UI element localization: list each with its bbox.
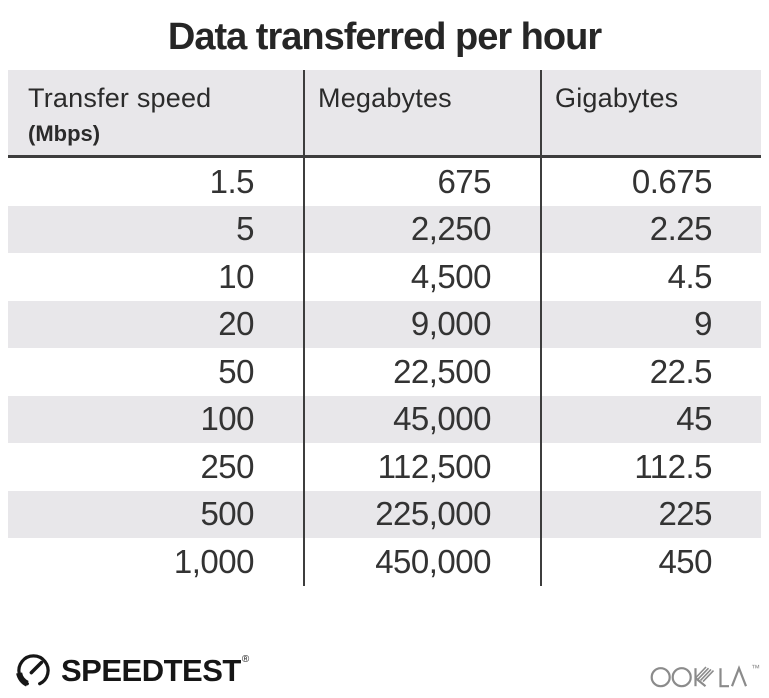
table-cell: 20	[218, 305, 254, 343]
table-cell: 112.5	[540, 443, 761, 491]
table-cell: 1,000	[173, 542, 255, 580]
table-row: 250 112,500 112.5	[8, 443, 761, 491]
data-table: Transfer speed (Mbps) Megabytes Gigabyte…	[8, 70, 761, 586]
speedtest-logo: SPEEDTEST ®	[15, 652, 249, 689]
table-cell: 225	[540, 490, 761, 538]
table-body: 1.5 675 0.675 5 2,250 2.25 10 4,500 4.5 20 9,000 9 5…	[8, 158, 761, 586]
table-cell: 225,000	[303, 490, 540, 538]
table-cell: 22,500	[303, 348, 540, 396]
ookla-logo: ™ OOKLA	[650, 662, 760, 692]
table-row: 100 45,000 45	[8, 395, 761, 443]
table-cell: 4.5	[540, 253, 761, 301]
table-cell: 250	[200, 447, 254, 485]
page-title: Data transferred per hour	[167, 16, 602, 58]
header-label: Megabytes	[318, 83, 452, 113]
speedtest-gauge-icon	[16, 654, 50, 687]
header-cell-megabytes: Megabytes	[303, 70, 540, 155]
table-row: 20 9,000 9	[8, 300, 761, 348]
table-row: 1,000 450,000 450	[8, 538, 761, 586]
table-cell: 45	[540, 395, 761, 443]
table-cell: 22.5	[540, 348, 761, 396]
table-cell: 100	[200, 400, 254, 438]
ookla-wordmark-icon	[650, 665, 748, 688]
table-cell: 5	[236, 210, 254, 248]
header-cell-transfer-speed: Transfer speed (Mbps)	[8, 70, 303, 155]
table-row: 50 22,500 22.5	[8, 348, 761, 396]
table-cell: 112,500	[303, 443, 540, 491]
table-cell: 50	[218, 352, 254, 390]
table-row: 1.5 675 0.675	[8, 158, 761, 206]
table-cell: 0.675	[540, 158, 761, 206]
header-label: Transfer speed	[28, 83, 212, 113]
speedtest-registered-mark: ®	[241, 654, 250, 665]
footer: SPEEDTEST ®	[0, 640, 769, 698]
ookla-trademark-mark: ™	[751, 663, 760, 673]
header-label: Gigabytes	[555, 83, 679, 113]
table-row: 10 4,500 4.5	[8, 253, 761, 301]
table-row: 500 225,000 225	[8, 490, 761, 538]
table-cell: 9	[540, 300, 761, 348]
table-cell: 9,000	[303, 300, 540, 348]
table-row: 5 2,250 2.25	[8, 205, 761, 253]
table-cell: 450	[540, 538, 761, 586]
table-cell: 10	[218, 257, 254, 295]
table-cell: 2,250	[303, 205, 540, 253]
table-cell: 675	[303, 158, 540, 206]
speedtest-wordmark: SPEEDTEST	[61, 652, 241, 688]
table-header-row: Transfer speed (Mbps) Megabytes Gigabyte…	[8, 70, 761, 158]
table-cell: 500	[200, 495, 254, 533]
header-sublabel: (Mbps)	[28, 121, 101, 146]
header-cell-gigabytes: Gigabytes	[540, 70, 761, 155]
table-cell: 4,500	[303, 253, 540, 301]
table-cell: 2.25	[540, 205, 761, 253]
table-cell: 1.5	[209, 162, 255, 200]
table-cell: 45,000	[303, 395, 540, 443]
table-cell: 450,000	[303, 538, 540, 586]
